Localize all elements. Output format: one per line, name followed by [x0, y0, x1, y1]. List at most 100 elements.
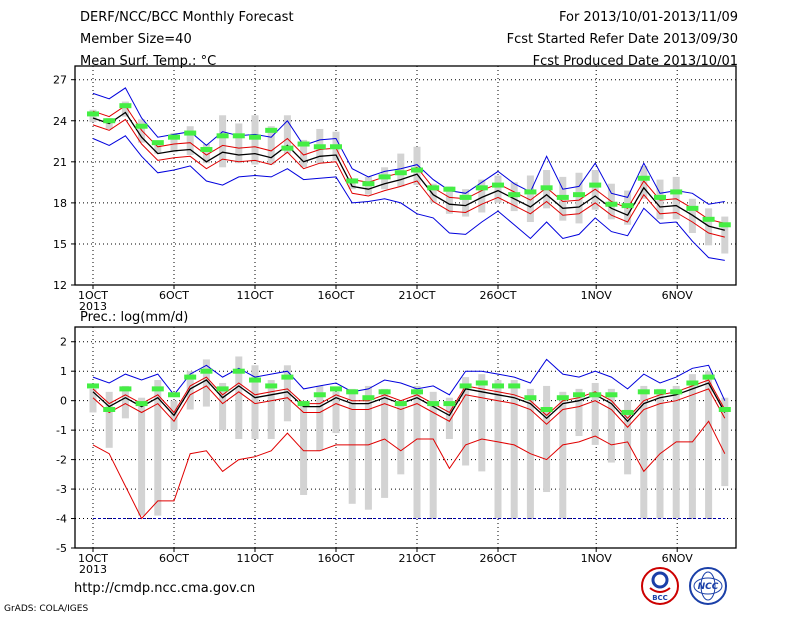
ensemble-box	[624, 400, 632, 475]
ensemble-box	[721, 216, 729, 254]
marker-bar	[718, 407, 731, 413]
member-size-label: Member Size=40	[80, 32, 192, 47]
y-tick-label: 21	[53, 156, 67, 169]
marker-bar	[87, 383, 99, 389]
ensemble-box	[462, 377, 470, 466]
marker-bar	[492, 182, 504, 188]
ensemble-box	[170, 133, 178, 153]
ensemble-box	[429, 183, 437, 203]
source-url[interactable]: http://cmdp.ncc.cma.gov.cn	[74, 581, 256, 596]
x-tick-label: 1NOV	[581, 552, 613, 565]
chart-title: DERF/NCC/BCC Monthly Forecast	[80, 10, 294, 25]
y-tick-label: 2	[60, 336, 67, 349]
ensemble-box	[397, 153, 405, 187]
ensemble-box	[251, 115, 259, 165]
ncc-logo-text: NCC	[698, 582, 719, 592]
marker-bar	[411, 389, 423, 395]
marker-bar	[330, 386, 342, 392]
x-tick-label: 11OCT	[236, 552, 273, 565]
marker-bar	[119, 103, 132, 109]
marker-bar	[168, 134, 180, 140]
ensemble-box	[672, 176, 680, 220]
ensemble-box	[494, 380, 502, 519]
marker-bar	[637, 389, 650, 395]
marker-bar	[475, 380, 488, 386]
refer-date: Fcst Started Refer Date 2013/09/30	[506, 32, 738, 47]
marker-bar	[330, 144, 342, 150]
x-tick-label: 21OCT	[398, 552, 435, 565]
ensemble-box	[381, 388, 389, 498]
marker-bar	[427, 185, 440, 191]
y-tick-label: 24	[53, 115, 67, 128]
ensemble-box	[413, 385, 421, 519]
marker-bar	[232, 368, 245, 374]
marker-bar	[346, 389, 359, 395]
ensemble-box	[332, 391, 340, 434]
ensemble-box	[575, 388, 583, 437]
marker-bar	[168, 392, 180, 398]
y-tick-label: 15	[53, 238, 67, 251]
ensemble-box	[138, 119, 146, 143]
logos: BCC NCC	[641, 567, 727, 605]
variable-label: Mean Surf. Temp.: °C	[80, 54, 217, 69]
marker-bar	[718, 222, 731, 228]
ensemble-box	[89, 388, 97, 413]
ensemble-box	[202, 359, 210, 407]
marker-bar	[151, 140, 164, 146]
marker-bar	[346, 178, 359, 184]
ensemble-box	[251, 365, 259, 439]
series-max-line	[92, 358, 726, 401]
marker-bar	[475, 185, 488, 191]
bcc-logo-icon: BCC	[641, 567, 679, 605]
x-tick-label: 1OCT	[78, 552, 108, 565]
ensemble-box	[105, 391, 113, 448]
series-mean-line	[92, 379, 726, 423]
y-tick-label: -4	[56, 513, 67, 526]
marker-bar	[589, 182, 602, 188]
y-tick-label: 0	[60, 395, 67, 408]
marker-bar	[573, 392, 585, 398]
ensemble-box	[429, 391, 437, 519]
marker-bar	[556, 395, 569, 401]
ensemble-box	[591, 382, 599, 445]
ensemble-box	[283, 115, 291, 154]
marker-bar	[151, 386, 164, 392]
produced-date: Fcst Produced Date 2013/10/01	[532, 54, 738, 69]
ensemble-box	[510, 380, 518, 519]
ensemble-box	[121, 101, 129, 117]
ensemble-box	[186, 371, 194, 410]
y-tick-label: -1	[56, 424, 67, 437]
x-tick-label: 6OCT	[159, 552, 189, 565]
marker-bar	[540, 407, 553, 413]
ensemble-box	[397, 400, 405, 475]
marker-bar	[686, 205, 699, 211]
marker-bar	[654, 194, 666, 200]
ensemble-box	[640, 385, 648, 519]
marker-bar	[540, 185, 553, 191]
ensemble-box	[283, 365, 291, 422]
ensemble-box	[348, 178, 356, 190]
marker-bar	[281, 374, 294, 380]
marker-bar	[135, 123, 148, 129]
marker-bar	[119, 386, 132, 392]
marker-bar	[87, 111, 99, 117]
series-upper-line	[92, 105, 725, 224]
marker-bar	[605, 392, 618, 398]
ensemble-box	[413, 146, 421, 186]
ensemble-box	[186, 126, 194, 155]
marker-bar	[378, 174, 391, 180]
marker-bar	[313, 392, 326, 398]
marker-bar	[605, 201, 618, 207]
marker-bar	[654, 389, 666, 395]
marker-bar	[508, 383, 521, 389]
plot-frame	[74, 65, 737, 286]
ensemble-box	[364, 385, 372, 510]
marker-bar	[297, 141, 310, 147]
grads-credit: GrADS: COLA/IGES	[4, 604, 89, 614]
ensemble-box	[607, 388, 615, 463]
marker-bar	[200, 368, 213, 374]
marker-bar	[702, 216, 715, 222]
ensemble-box	[688, 374, 696, 519]
